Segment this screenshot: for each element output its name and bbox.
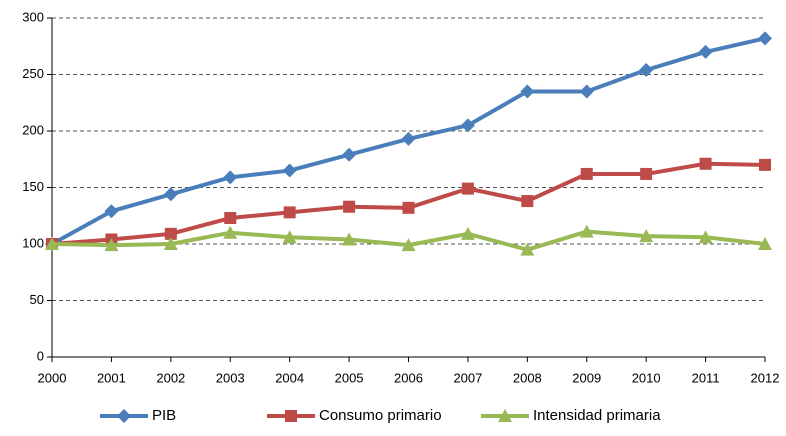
data-point (282, 163, 297, 178)
data-point (639, 229, 654, 243)
data-point (460, 118, 475, 133)
legend-marker (117, 409, 131, 423)
data-point (698, 44, 713, 59)
y-tick-label: 100 (22, 235, 44, 250)
x-tick-label: 2004 (275, 370, 304, 385)
data-point (520, 242, 535, 256)
x-tick-label: 2010 (632, 370, 661, 385)
data-point (283, 206, 296, 219)
data-point (223, 170, 238, 185)
data-point (223, 225, 238, 239)
y-tick-label: 50 (30, 292, 44, 307)
data-point (758, 237, 772, 250)
data-point (402, 201, 415, 214)
y-tick-label: 300 (22, 9, 44, 24)
data-point (282, 230, 297, 244)
data-point (401, 131, 416, 146)
legend-marker (498, 409, 512, 422)
data-point (164, 227, 177, 240)
legend-label: Consumo primario (319, 407, 442, 424)
data-point (163, 237, 178, 250)
y-tick-label: 200 (22, 122, 44, 137)
data-point (579, 84, 594, 99)
data-point (460, 226, 475, 240)
data-point (580, 167, 593, 180)
x-tick-label: 2009 (572, 370, 601, 385)
x-tick-label: 2003 (216, 370, 245, 385)
data-point (759, 158, 771, 171)
data-point (224, 212, 237, 225)
data-point (579, 224, 594, 238)
data-point (520, 84, 535, 99)
data-point (342, 147, 357, 162)
data-point (342, 232, 357, 246)
data-point (461, 182, 474, 195)
data-point (104, 204, 119, 219)
data-point (699, 157, 712, 170)
data-point (521, 195, 534, 208)
legend-label: Intensidad primaria (533, 407, 661, 424)
y-tick-label: 0 (37, 348, 44, 363)
data-point (104, 238, 119, 252)
data-point (343, 200, 356, 213)
data-point (639, 62, 654, 77)
data-point (45, 237, 59, 250)
legend: PIB Consumo primario Intensidad primaria (100, 407, 661, 424)
y-tick-label: 250 (22, 66, 44, 81)
y-tick-label: 150 (22, 179, 44, 194)
x-tick-label: 2012 (751, 370, 780, 385)
data-point (163, 187, 178, 202)
x-tick-label: 2002 (156, 370, 185, 385)
x-tick-label: 2007 (453, 370, 482, 385)
x-tick-label: 2011 (692, 370, 720, 385)
data-point (758, 31, 772, 46)
legend-label: PIB (152, 407, 176, 424)
data-point (401, 238, 416, 252)
x-tick-label: 2000 (38, 370, 67, 385)
x-tick-label: 2008 (513, 370, 542, 385)
legend-marker (285, 410, 297, 422)
x-tick-label: 2001 (97, 370, 126, 385)
x-tick-label: 2005 (335, 370, 364, 385)
data-point (698, 230, 713, 244)
x-tick-label: 2006 (394, 370, 423, 385)
data-point (640, 167, 653, 180)
